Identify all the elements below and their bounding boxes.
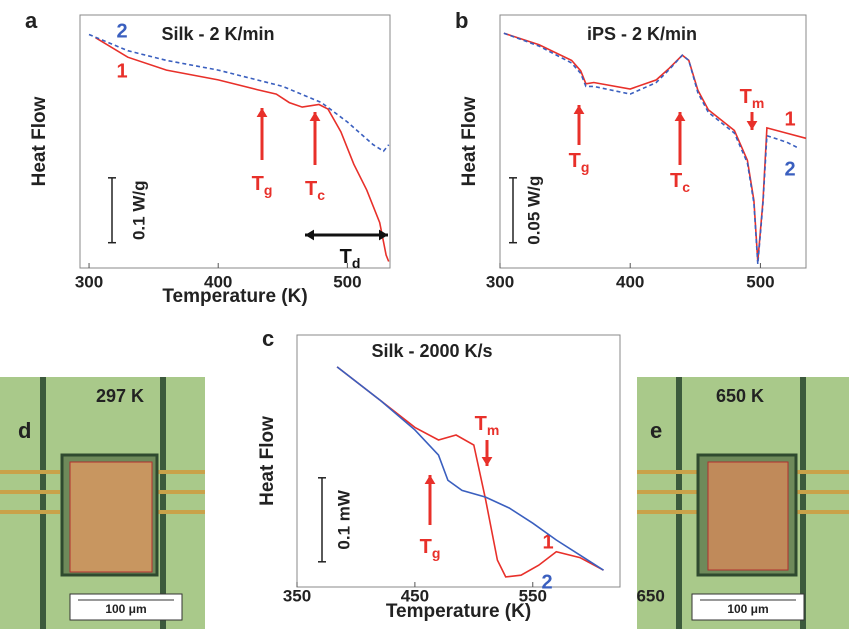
arrow-head	[573, 105, 585, 114]
annotation-sub: c	[317, 187, 325, 203]
x-tick-label: 300	[486, 272, 514, 291]
temperature-label: 650 K	[716, 386, 764, 406]
arrow-head	[674, 112, 686, 121]
temperature-label: 297 K	[96, 386, 144, 406]
x-tick-label: 350	[283, 586, 311, 605]
arrow-head	[379, 229, 388, 241]
panel-letter: a	[25, 8, 38, 33]
annotation-sub: g	[581, 159, 590, 175]
x-tick-label: 450	[401, 586, 429, 605]
scale-label: 0.1 W/g	[129, 181, 148, 241]
plot-frame	[79, 14, 391, 269]
annotation: Tm	[740, 86, 765, 110]
micrograph-e	[637, 377, 849, 629]
annotation: Tm	[475, 413, 500, 437]
arrow-head	[309, 112, 321, 121]
x-tick-label: 550	[519, 586, 547, 605]
annotation: Tg	[569, 150, 590, 174]
scale-label: 100 μm	[727, 602, 768, 616]
series-line	[336, 366, 604, 578]
panel-letter: b	[455, 8, 468, 33]
arrow-head	[256, 108, 268, 117]
annotation: Tg	[252, 173, 273, 197]
y-axis-label: Heat Flow	[29, 96, 50, 186]
x-tick-label: 500	[333, 272, 361, 291]
panel-letter: d	[18, 418, 31, 443]
annotation-sub: d	[352, 255, 361, 271]
annotation-main: T	[475, 413, 487, 435]
annotation-main: T	[740, 86, 752, 108]
y-axis-label: Heat Flow	[257, 416, 278, 506]
series-line	[503, 32, 807, 262]
y-axis-label: Heat Flow	[459, 96, 480, 186]
series-label: 2	[116, 20, 127, 42]
panel-letter: e	[650, 418, 662, 443]
chart-title: Silk - 2 K/min	[161, 24, 274, 44]
plot-frame	[296, 334, 621, 588]
annotation-main: T	[670, 170, 682, 192]
annotation-sub: m	[487, 422, 499, 438]
annotation-main: T	[340, 246, 352, 268]
annotation-sub: c	[682, 179, 690, 195]
annotation: Tc	[670, 170, 690, 194]
series-line	[88, 33, 390, 153]
annotation: Td	[340, 246, 361, 270]
plot-frame	[499, 14, 807, 269]
panel-letter: c	[262, 326, 274, 351]
arrow-head	[481, 457, 493, 466]
series-label: 1	[784, 108, 795, 130]
x-tick-label: 650	[636, 586, 664, 605]
series-line	[503, 32, 800, 265]
x-tick-label: 300	[75, 272, 103, 291]
annotation-sub: m	[752, 95, 764, 111]
annotation-main: T	[420, 536, 432, 558]
x-tick-label: 400	[616, 272, 644, 291]
series-label: 2	[541, 571, 552, 593]
arrow-head	[305, 229, 314, 241]
annotation: Tg	[420, 536, 441, 560]
chart-title: Silk - 2000 K/s	[371, 341, 492, 361]
micrograph-d	[0, 377, 205, 629]
annotation: Tc	[305, 178, 325, 202]
arrow-head	[424, 475, 436, 484]
x-tick-label: 500	[746, 272, 774, 291]
annotation-sub: g	[264, 182, 273, 198]
chart-title: iPS - 2 K/min	[587, 24, 697, 44]
annotation-main: T	[252, 173, 264, 195]
scale-label: 100 μm	[105, 602, 146, 616]
x-axis-label: Temperature (K)	[386, 601, 531, 622]
series-label: 2	[784, 158, 795, 180]
scale-label: 0.1 mW	[334, 489, 353, 549]
series-line	[95, 37, 390, 262]
annotation-sub: g	[432, 545, 441, 561]
scale-label: 0.05 W/g	[524, 176, 543, 245]
annotation-main: T	[569, 150, 581, 172]
x-tick-label: 400	[204, 272, 232, 291]
series-line	[336, 366, 604, 571]
series-label: 1	[116, 60, 127, 82]
arrow-head	[746, 121, 758, 130]
series-label: 1	[542, 531, 553, 553]
annotation-main: T	[305, 178, 317, 200]
x-axis-label: Temperature (K)	[162, 286, 307, 307]
